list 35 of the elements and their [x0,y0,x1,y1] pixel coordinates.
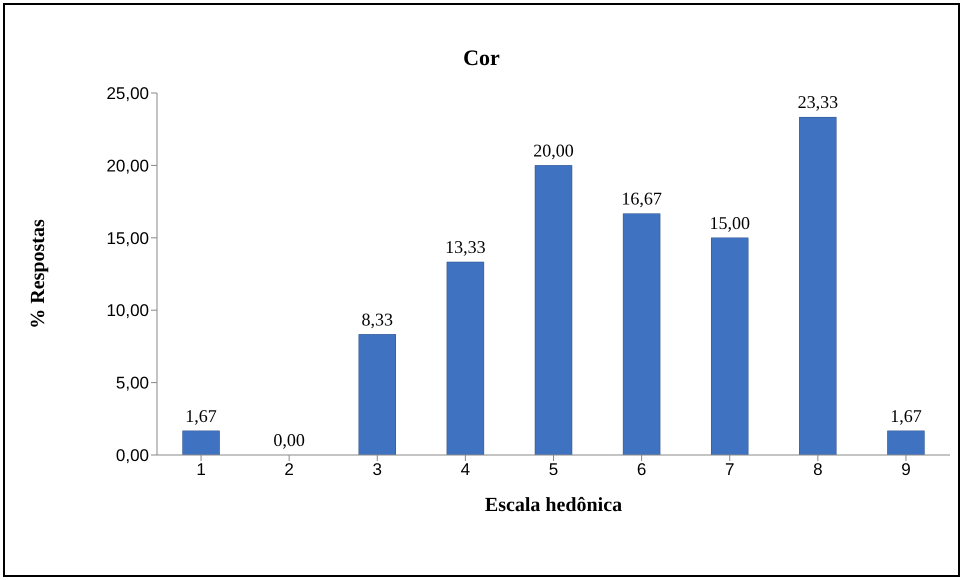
data-label: 23,33 [798,92,838,112]
y-tick-label: 5,00 [116,374,149,393]
data-label: 8,33 [362,309,394,330]
bar [182,430,220,455]
bar [887,430,925,455]
bar [534,165,572,455]
bar [446,262,484,455]
data-label: 16,67 [621,188,662,209]
data-label: 1,67 [185,406,217,426]
y-tick-label: 10,00 [106,301,149,320]
bar [799,116,837,455]
data-label: 0,00 [273,430,305,450]
data-label: 20,00 [533,140,574,160]
data-label: 15,00 [709,212,750,233]
x-axis-title: Escala hedônica [484,494,622,516]
y-tick-label: 15,00 [106,228,149,248]
bar [622,213,660,455]
data-label: 1,67 [890,406,922,426]
bar [358,334,396,455]
y-tick-label: 25,00 [106,84,149,104]
x-tick-label: 4 [460,460,470,480]
x-tick-label: 7 [724,460,734,480]
y-axis-title: % Respostas [27,219,50,329]
y-tick-label: 20,00 [106,156,149,176]
y-tick-label: 0,00 [116,446,149,466]
x-tick-label: 5 [548,460,558,480]
x-tick-label: 8 [813,460,823,480]
data-label: 13,33 [445,236,486,257]
chart-title: Cor [462,45,501,71]
x-tick-label: 3 [372,460,382,480]
bar [710,238,748,455]
x-tick-label: 1 [196,460,206,480]
x-tick-label: 6 [636,460,646,480]
x-tick-label: 9 [901,460,911,480]
x-tick-label: 2 [284,460,294,480]
